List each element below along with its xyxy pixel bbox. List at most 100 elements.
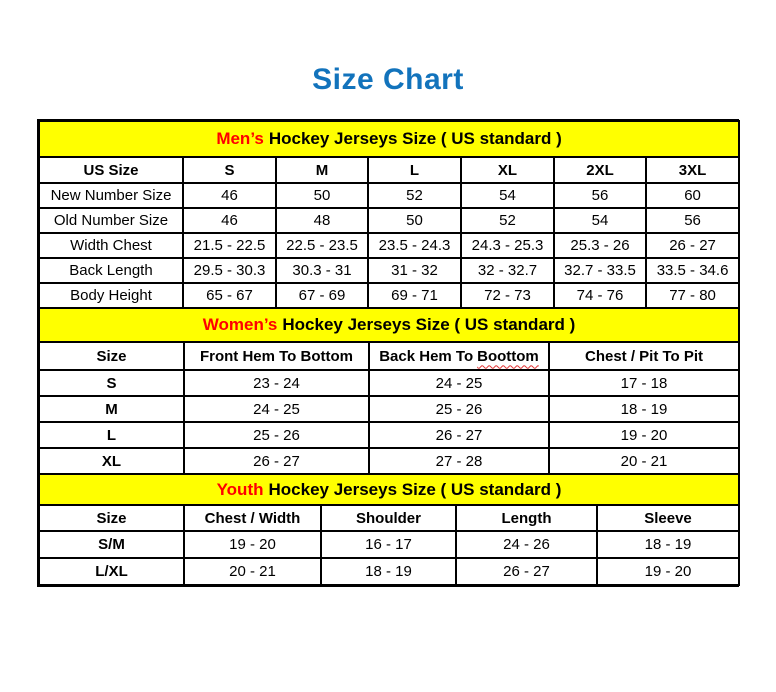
mens-section-title: Men’s Hockey Jerseys Size ( US standard ) (37, 120, 741, 158)
data-cell: 50 (367, 207, 462, 234)
data-cell: 24 - 25 (368, 369, 550, 397)
data-cell: 46 (182, 207, 277, 234)
column-header: Sleeve (595, 504, 741, 532)
womens-section-title: Women’s Hockey Jerseys Size ( US standard… (37, 309, 741, 343)
data-cell: 65 - 67 (182, 282, 277, 309)
mens-header-row: US Size S M L XL 2XL 3XL (38, 156, 741, 184)
data-cell: 30.3 - 31 (275, 257, 369, 284)
data-cell: 48 (275, 207, 369, 234)
column-header: 2XL (553, 156, 647, 184)
data-cell: 26 - 27 (368, 421, 550, 449)
column-header: Length (455, 504, 598, 532)
womens-size-table: Women’s Hockey Jerseys Size ( US standard… (37, 309, 741, 475)
youth-section-title: Youth Hockey Jerseys Size ( US standard ) (37, 475, 741, 506)
data-cell: 19 - 20 (183, 530, 322, 559)
column-header: US Size (38, 156, 184, 184)
data-cell: 32 - 32.7 (460, 257, 555, 284)
data-cell: 24.3 - 25.3 (460, 232, 555, 259)
data-cell: 72 - 73 (460, 282, 555, 309)
mens-section-band: Men’s Hockey Jerseys Size ( US standard ) (37, 120, 741, 158)
youth-title-rest: Hockey Jerseys Size ( US standard ) (268, 479, 562, 499)
column-header: 3XL (644, 156, 741, 184)
data-cell: 20 - 21 (547, 447, 741, 475)
data-cell: 19 - 20 (595, 557, 741, 586)
column-header: Front Hem To Bottom (183, 341, 370, 371)
data-cell: 17 - 18 (547, 369, 741, 397)
size-chart: Men’s Hockey Jerseys Size ( US standard )… (37, 119, 741, 587)
data-cell: 60 (644, 182, 741, 209)
table-row: S/M 19 - 20 16 - 17 24 - 26 18 - 19 (38, 530, 741, 559)
data-cell: 77 - 80 (644, 282, 741, 309)
data-cell: 27 - 28 (368, 447, 550, 475)
data-cell: 50 (275, 182, 369, 209)
column-header: L (367, 156, 462, 184)
data-cell: 32.7 - 33.5 (553, 257, 647, 284)
data-cell: 31 - 32 (367, 257, 462, 284)
data-cell: 26 - 27 (183, 447, 370, 475)
row-label: S (38, 369, 185, 397)
youth-size-table: Youth Hockey Jerseys Size ( US standard )… (37, 475, 741, 586)
column-header: XL (460, 156, 555, 184)
row-label: M (38, 395, 185, 423)
row-label: XL (38, 447, 185, 475)
data-cell: 46 (182, 182, 277, 209)
row-label: Back Length (38, 257, 184, 284)
table-row: L 25 - 26 26 - 27 19 - 20 (38, 421, 741, 449)
row-label: Width Chest (38, 232, 184, 259)
table-row: L/XL 20 - 21 18 - 19 26 - 27 19 - 20 (38, 557, 741, 586)
table-row: New Number Size 46 50 52 54 56 60 (38, 182, 741, 209)
data-cell: 26 - 27 (455, 557, 598, 586)
column-header-text: Back Hem To (379, 347, 474, 365)
column-header: S (182, 156, 277, 184)
table-row: Body Height 65 - 67 67 - 69 69 - 71 72 -… (38, 282, 741, 309)
row-label: Old Number Size (38, 207, 184, 234)
data-cell: 52 (460, 207, 555, 234)
data-cell: 18 - 19 (320, 557, 457, 586)
data-cell: 24 - 25 (183, 395, 370, 423)
data-cell: 20 - 21 (183, 557, 322, 586)
row-label: L (38, 421, 185, 449)
womens-title-rest: Hockey Jerseys Size ( US standard ) (282, 315, 576, 334)
youth-highlight: Youth (216, 479, 264, 499)
data-cell: 67 - 69 (275, 282, 369, 309)
table-row: M 24 - 25 25 - 26 18 - 19 (38, 395, 741, 423)
mens-highlight: Men’s (216, 129, 264, 148)
data-cell: 21.5 - 22.5 (182, 232, 277, 259)
data-cell: 33.5 - 34.6 (644, 257, 741, 284)
data-cell: 54 (553, 207, 647, 234)
data-cell: 54 (460, 182, 555, 209)
data-cell: 19 - 20 (547, 421, 741, 449)
data-cell: 23 - 24 (183, 369, 370, 397)
column-header: M (275, 156, 369, 184)
data-cell: 16 - 17 (320, 530, 457, 559)
table-row: Old Number Size 46 48 50 52 54 56 (38, 207, 741, 234)
data-cell: 56 (553, 182, 647, 209)
mens-size-table: Men’s Hockey Jerseys Size ( US standard )… (37, 120, 741, 309)
column-header: Shoulder (320, 504, 457, 532)
data-cell: 25.3 - 26 (553, 232, 647, 259)
youth-header-row: Size Chest / Width Shoulder Length Sleev… (38, 504, 741, 532)
data-cell: 74 - 76 (553, 282, 647, 309)
row-label: S/M (38, 530, 185, 559)
table-row: S 23 - 24 24 - 25 17 - 18 (38, 369, 741, 397)
row-label: Body Height (38, 282, 184, 309)
table-row: Back Length 29.5 - 30.3 30.3 - 31 31 - 3… (38, 257, 741, 284)
column-header: Size (38, 504, 185, 532)
data-cell: 26 - 27 (644, 232, 741, 259)
data-cell: 29.5 - 30.3 (182, 257, 277, 284)
mens-title-rest: Hockey Jerseys Size ( US standard ) (268, 129, 562, 148)
row-label: New Number Size (38, 182, 184, 209)
data-cell: 18 - 19 (547, 395, 741, 423)
row-label: L/XL (38, 557, 185, 586)
column-header: Chest / Width (183, 504, 322, 532)
page-title: Size Chart (312, 63, 464, 96)
youth-section-band: Youth Hockey Jerseys Size ( US standard ) (37, 475, 741, 506)
column-header: Chest / Pit To Pit (547, 341, 741, 371)
data-cell: 52 (367, 182, 462, 209)
data-cell: 25 - 26 (368, 395, 550, 423)
womens-highlight: Women’s (202, 315, 278, 334)
misspelled-word: Boottom (477, 347, 539, 365)
data-cell: 24 - 26 (455, 530, 598, 559)
table-row: Width Chest 21.5 - 22.5 22.5 - 23.5 23.5… (38, 232, 741, 259)
